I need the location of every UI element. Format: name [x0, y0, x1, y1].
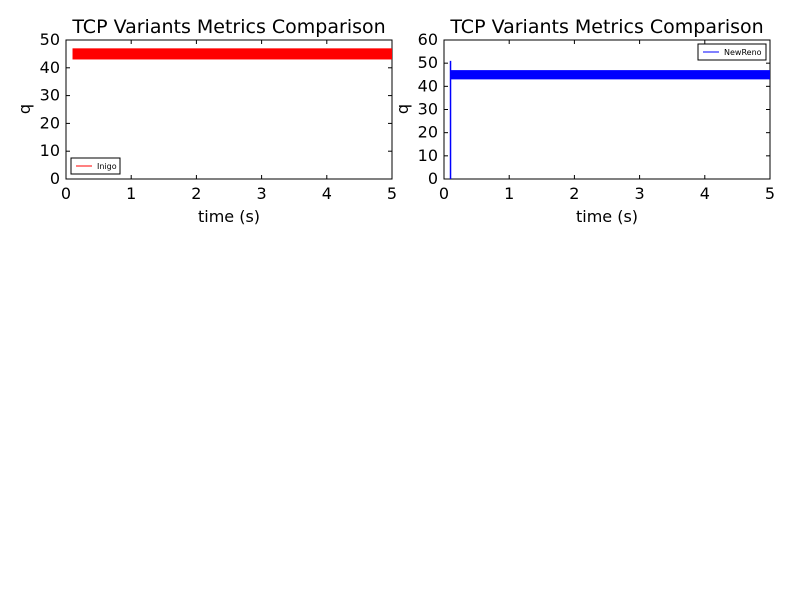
- chart-1-x-tick-label: 0: [61, 184, 71, 203]
- chart-1-y-tick-label: 30: [40, 86, 60, 105]
- chart-2-x-ticks: 0 1 2 3 4 5: [439, 40, 775, 203]
- chart-1-plot: 0 1 2 3 4 5 0 10 20 30 40 50: [40, 30, 397, 203]
- chart-2-x-tick-label: 3: [635, 184, 645, 203]
- chart-2-y-tick-label: 30: [418, 100, 438, 119]
- chart-2-series: [449, 60, 770, 179]
- chart-2-y-axis-label: q: [393, 104, 412, 114]
- chart-2-y-tick-label: 50: [418, 53, 438, 72]
- chart-2-series-band: [450, 70, 770, 80]
- chart-1-y-tick-label: 10: [40, 141, 60, 160]
- chart-1-y-tick-label: 50: [40, 30, 60, 49]
- chart-2-y-tick-label: 20: [418, 123, 438, 142]
- chart-1-y-tick-label: 40: [40, 58, 60, 77]
- chart-2-y-tick-label: 0: [428, 169, 438, 188]
- chart-2-legend-label: NewReno: [724, 48, 762, 57]
- chart-1: TCP Variants Metrics Comparison 0 1 2 3 4 5 0…: [15, 16, 397, 226]
- chart-1-legend: Inigo: [70, 157, 121, 175]
- chart-1-y-ticks: 0 10 20 30 40 50: [40, 30, 392, 188]
- chart-2-legend: NewReno: [697, 43, 767, 61]
- chart-2-y-tick-label: 40: [418, 76, 438, 95]
- chart-1-series-band: [72, 48, 393, 60]
- chart-1-title: TCP Variants Metrics Comparison: [71, 16, 385, 38]
- chart-1-y-tick-label: 0: [50, 169, 60, 188]
- chart-1-legend-label: Inigo: [97, 162, 117, 171]
- chart-1-x-tick-label: 2: [191, 184, 201, 203]
- chart-2-y-ticks: 0 10 20 30 40 50 60: [418, 30, 770, 188]
- chart-1-x-tick-label: 5: [387, 184, 397, 203]
- chart-2-legend-box: [697, 43, 767, 61]
- chart-1-x-tick-label: 3: [257, 184, 267, 203]
- chart-2-x-tick-label: 5: [765, 184, 775, 203]
- chart-1-y-axis-label: q: [15, 104, 34, 114]
- chart-2-y-tick-label: 10: [418, 146, 438, 165]
- chart-2-x-axis-label: time (s): [576, 207, 638, 226]
- chart-1-legend-box: [70, 157, 121, 175]
- chart-1-x-tick-label: 1: [126, 184, 136, 203]
- chart-2-x-tick-label: 2: [569, 184, 579, 203]
- chart-1-x-ticks: 0 1 2 3 4 5: [61, 40, 397, 203]
- chart-2-x-tick-label: 4: [700, 184, 710, 203]
- chart-1-series: [72, 48, 393, 60]
- chart-2-title: TCP Variants Metrics Comparison: [449, 16, 763, 38]
- chart-1-plot-frame: [65, 39, 393, 180]
- chart-2-x-tick-label: 0: [439, 184, 449, 203]
- chart-2-y-tick-label: 60: [418, 30, 438, 49]
- chart-2-x-tick-label: 1: [504, 184, 514, 203]
- chart-1-x-tick-label: 4: [322, 184, 332, 203]
- chart-2: TCP Variants Metrics Comparison 0 1 2 3 4 5 0…: [393, 16, 775, 226]
- chart-1-y-tick-label: 20: [40, 113, 60, 132]
- chart-1-x-axis-label: time (s): [198, 207, 260, 226]
